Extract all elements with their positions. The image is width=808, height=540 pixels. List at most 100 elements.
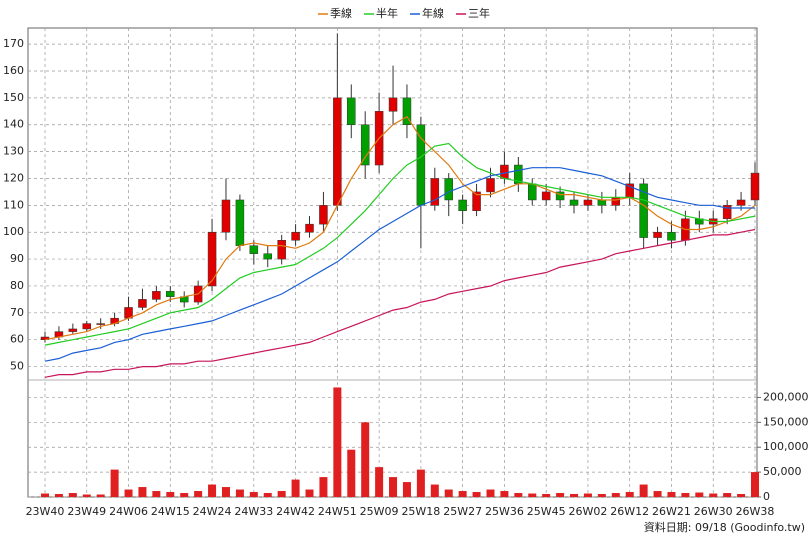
x-tick-label: 26W02 — [569, 505, 608, 518]
volume-bar — [235, 489, 244, 497]
volume-bar — [486, 489, 495, 497]
volume-bar — [583, 493, 592, 497]
candle-body — [667, 231, 676, 241]
candle-body — [750, 172, 760, 201]
volume-bar — [208, 484, 217, 497]
legend-label: 年線 — [422, 6, 444, 20]
volume-bar — [570, 494, 579, 497]
candle-body — [207, 231, 217, 287]
y-tick-label: 130 — [3, 145, 24, 158]
volume-bar — [124, 489, 133, 497]
volume-bar — [347, 449, 356, 497]
candle-body — [583, 199, 593, 206]
candle-body — [611, 197, 621, 206]
candle-body — [305, 223, 314, 233]
volume-bar — [361, 422, 370, 497]
volume-bar — [514, 493, 523, 497]
volume-bar — [723, 493, 732, 497]
candle-body — [569, 199, 579, 206]
y2-tick-label: 50,000 — [763, 465, 802, 478]
candle-body — [541, 191, 551, 201]
source-note: 資料日期: 09/18 (Goodinfo.tw) — [644, 520, 805, 534]
candle-body — [221, 199, 231, 233]
y-tick-label: 50 — [10, 360, 24, 373]
candle-body — [166, 291, 175, 297]
x-tick-label: 26W12 — [610, 505, 649, 518]
candle-body — [444, 178, 453, 201]
candle-body — [528, 183, 537, 201]
candle-body — [597, 199, 607, 206]
candle-body — [722, 205, 732, 220]
candle-body — [68, 328, 78, 332]
volume-bar — [681, 493, 690, 497]
volume-bar — [444, 489, 453, 497]
candle-body — [736, 199, 746, 206]
volume-bar — [751, 472, 759, 497]
volume-bar — [556, 493, 565, 497]
volume-bar — [96, 494, 105, 497]
y-tick-label: 140 — [3, 118, 24, 131]
x-tick-label: 25W27 — [443, 505, 482, 518]
volume-bar — [319, 477, 328, 497]
candle-body — [555, 191, 565, 201]
candle-body — [360, 124, 370, 166]
volume-bar — [709, 493, 718, 497]
candle-body — [235, 199, 245, 246]
volume-bar — [597, 494, 606, 497]
x-tick-label: 24W24 — [193, 505, 232, 518]
candle-body — [249, 245, 259, 254]
y-tick-label: 90 — [10, 252, 24, 265]
y2-tick-label: 0 — [763, 490, 770, 503]
ma-line — [44, 167, 755, 362]
candle-body — [138, 299, 147, 308]
candle-body — [263, 253, 272, 260]
volume-bar — [305, 489, 314, 497]
candle-body — [333, 97, 342, 206]
volume-bar — [277, 491, 286, 497]
volume-bar — [639, 484, 648, 497]
volume-bar — [263, 493, 272, 497]
volume-bar — [41, 493, 49, 497]
y-tick-label: 160 — [3, 64, 24, 77]
x-tick-label: 23W40 — [26, 505, 65, 518]
volume-bar — [375, 467, 384, 497]
volume-bar — [653, 491, 662, 497]
volume-bar — [416, 469, 425, 497]
ma-line — [44, 115, 756, 341]
volume-bar — [54, 494, 63, 497]
candle-body — [500, 164, 509, 179]
y-tick-label: 110 — [3, 198, 24, 211]
volume-bar — [430, 484, 439, 497]
candle-body — [402, 97, 412, 125]
volume-bar — [667, 492, 676, 497]
legend-label: 半年 — [376, 6, 398, 20]
candle-body — [430, 178, 440, 206]
x-tick-label: 25W18 — [401, 505, 440, 518]
legend-label: 三年 — [468, 6, 490, 20]
legend-label: 季線 — [330, 6, 352, 20]
y-tick-label: 80 — [10, 279, 24, 292]
y2-tick-label: 150,000 — [763, 415, 808, 428]
y2-tick-label: 200,000 — [763, 390, 808, 403]
candle-body — [291, 231, 300, 241]
candle-body — [319, 205, 328, 225]
y-tick-label: 60 — [10, 333, 24, 346]
volume-bar — [221, 487, 230, 497]
candle-body — [277, 240, 286, 260]
x-tick-label: 25W09 — [360, 505, 399, 518]
candle-body — [82, 323, 92, 330]
x-tick-label: 23W49 — [67, 505, 106, 518]
volume-bar — [389, 477, 398, 497]
volume-bar — [291, 479, 300, 497]
x-tick-label: 26W38 — [736, 505, 775, 518]
volume-bar — [528, 493, 537, 497]
volume-bar — [166, 492, 175, 497]
x-tick-label: 24W42 — [276, 505, 315, 518]
x-tick-label: 24W51 — [318, 505, 357, 518]
volume-bar — [68, 493, 77, 497]
candle-body — [152, 291, 161, 300]
volume-bar — [194, 491, 203, 497]
volume-bar — [472, 492, 481, 497]
